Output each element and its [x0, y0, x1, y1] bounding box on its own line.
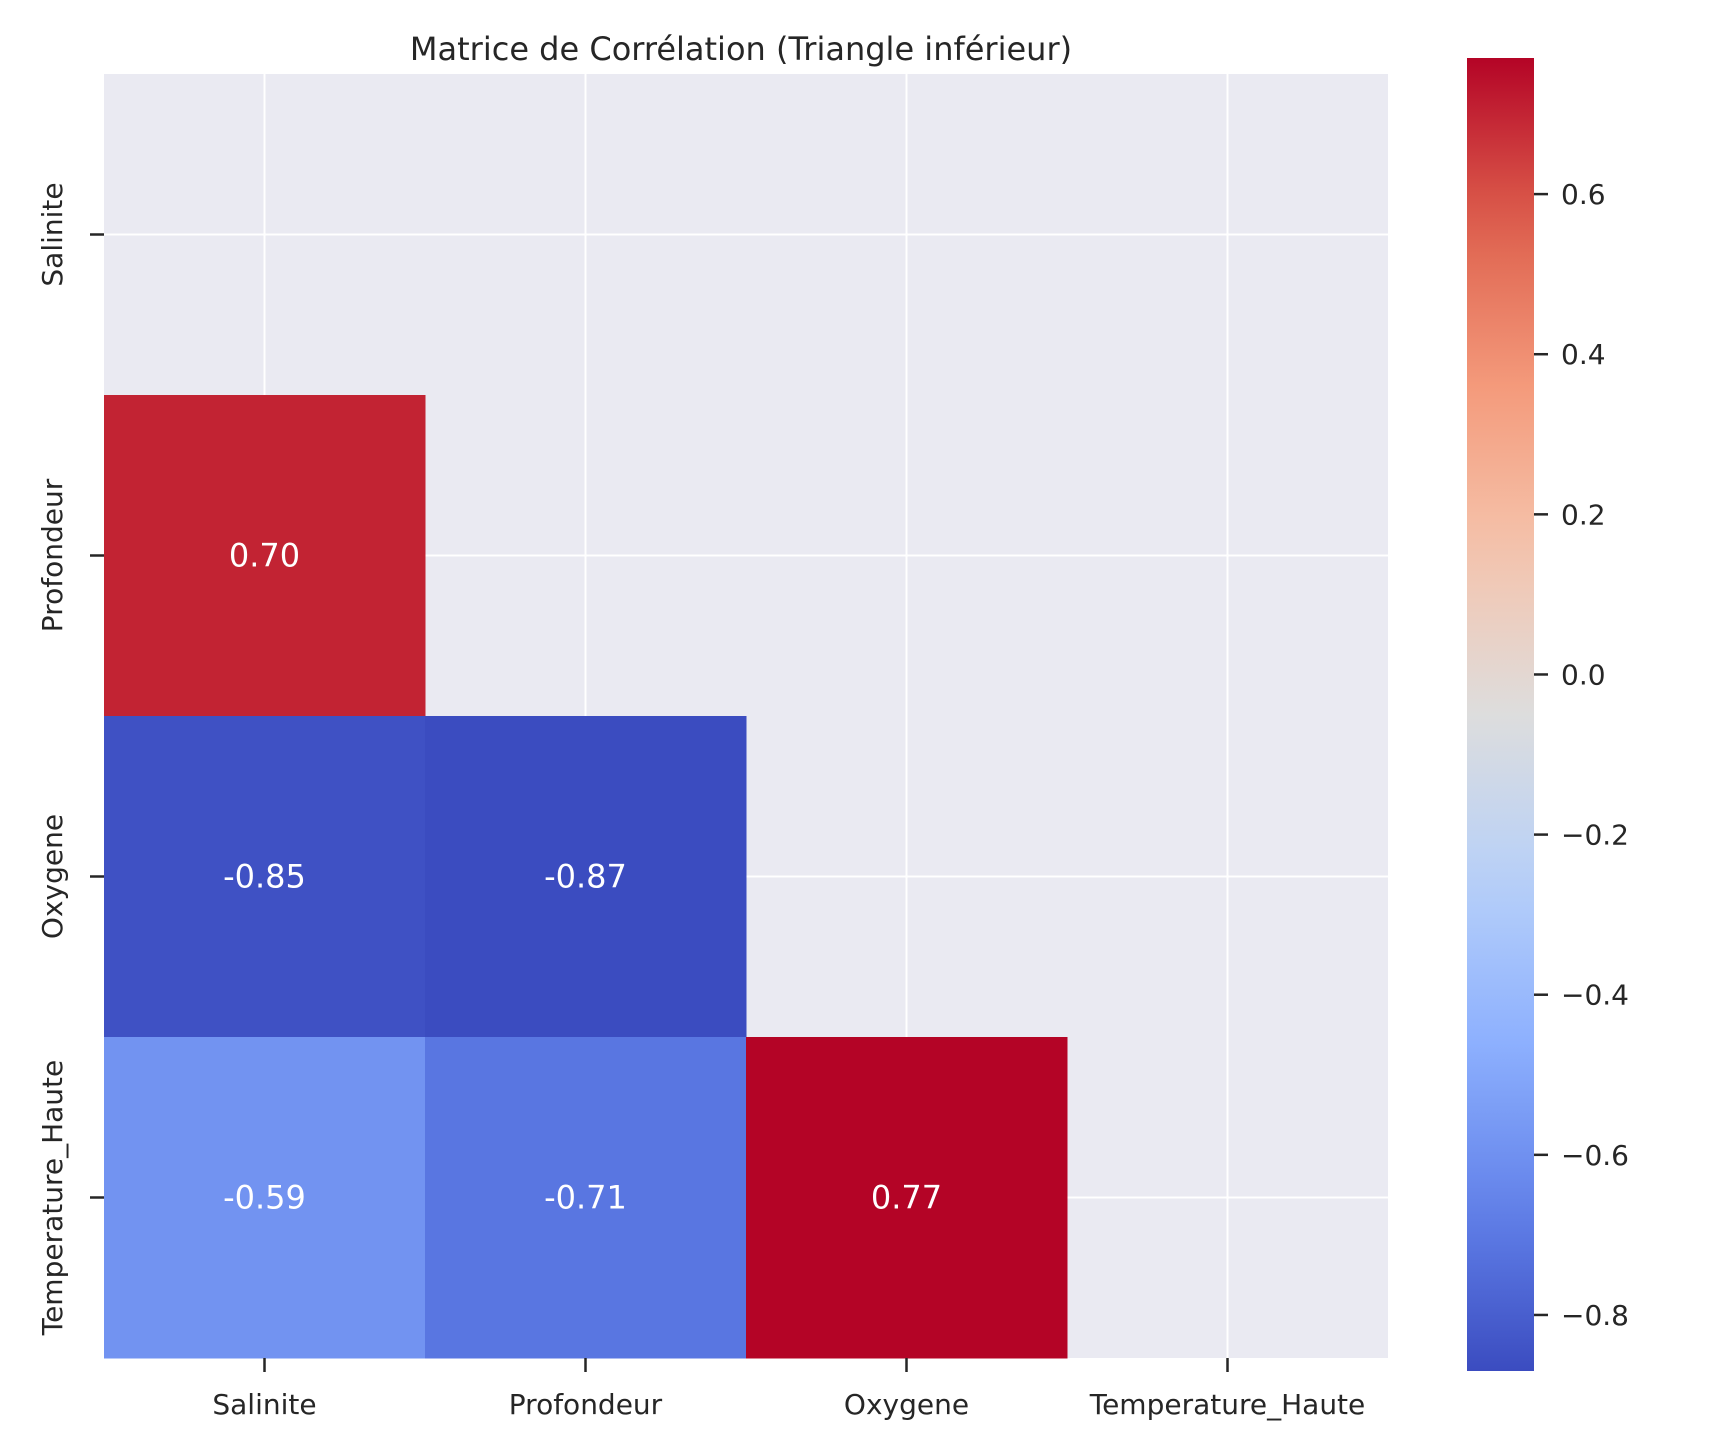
colorbar-tick-label: −0.8 — [1561, 1299, 1629, 1332]
x-tick-label: Temperature_Haute — [1089, 1388, 1366, 1421]
colorbar-tick-label: 0.2 — [1561, 498, 1606, 531]
chart-title: Matrice de Corrélation (Triangle inférie… — [410, 30, 1072, 68]
colorbar-tick-label: −0.4 — [1561, 979, 1629, 1012]
colorbar: 0.6 0.4 0.2 0.0 −0.2 −0.4 −0.6 −0.8 — [1467, 58, 1629, 1371]
heatmap-cell — [104, 395, 426, 717]
y-tick-label: Profondeur — [36, 478, 69, 632]
cell-value-label: 0.77 — [871, 1179, 942, 1217]
cell-value-label: 0.70 — [229, 537, 300, 575]
y-tick-label: Salinite — [36, 182, 69, 286]
heatmap-cell — [104, 716, 426, 1038]
colorbar-tick-label: 0.4 — [1561, 338, 1606, 371]
cell-value-label: -0.71 — [544, 1179, 627, 1217]
plot-area: 0.70 -0.85 -0.87 -0.59 -0.71 0.77 Salinite Prof… — [36, 74, 1388, 1421]
colorbar-gradient — [1467, 58, 1534, 1371]
cell-value-label: -0.87 — [544, 858, 627, 896]
x-tick-label: Oxygene — [844, 1388, 969, 1421]
colorbar-tick-label: 0.0 — [1561, 658, 1606, 691]
heatmap-cell — [746, 1037, 1068, 1359]
y-tick-label: Temperature_Haute — [36, 1060, 69, 1337]
x-tick-label: Salinite — [212, 1388, 316, 1421]
heatmap-cell — [425, 1037, 747, 1359]
heatmap-cell — [425, 716, 747, 1038]
colorbar-tick-label: 0.6 — [1561, 178, 1606, 211]
x-tick-label: Profondeur — [509, 1388, 663, 1421]
cell-value-label: -0.85 — [223, 858, 306, 896]
heatmap-cell — [104, 1037, 426, 1359]
y-tick-label: Oxygene — [36, 814, 69, 939]
cell-value-label: -0.59 — [223, 1179, 306, 1217]
colorbar-tick-label: −0.6 — [1561, 1139, 1629, 1172]
colorbar-tick-label: −0.2 — [1561, 819, 1629, 852]
